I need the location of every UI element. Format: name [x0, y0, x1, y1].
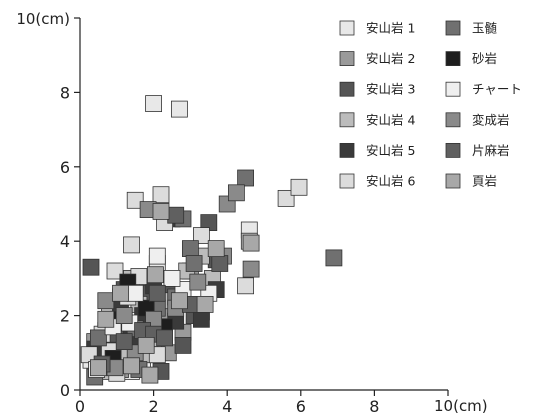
legend-swatch — [445, 142, 461, 158]
data-point — [277, 189, 295, 207]
data-point — [123, 236, 140, 254]
x-tick-label: 8 — [369, 397, 379, 416]
data-point — [146, 266, 164, 284]
data-point — [115, 307, 133, 325]
legend-label: 玉髄 — [472, 21, 498, 36]
legend-item: 安山岩 3 — [339, 81, 415, 97]
y-tick-label: 8 — [60, 83, 70, 102]
legend-item: 安山岩 6 — [339, 173, 415, 189]
y-tick-label: 6 — [60, 158, 70, 177]
data-point — [145, 95, 163, 112]
legend-item: 安山岩 2 — [339, 51, 415, 66]
data-point — [90, 359, 107, 377]
legend-label: チャート — [472, 82, 522, 97]
legend-item: 玉髄 — [445, 20, 498, 36]
data-point — [237, 169, 255, 187]
legend-swatch — [339, 20, 355, 36]
legend-item: 安山岩 5 — [339, 142, 415, 158]
x-tick-label: 4 — [222, 397, 232, 416]
data-point — [181, 240, 199, 258]
data-point — [90, 329, 107, 347]
data-point — [126, 284, 144, 302]
legend-item: 変成岩 — [445, 112, 510, 128]
legend-label: 安山岩 1 — [366, 21, 415, 36]
data-point — [106, 262, 124, 280]
legend-swatch — [339, 112, 355, 128]
legend-swatch — [339, 173, 355, 189]
y-unit-label: 10(cm) — [16, 10, 70, 28]
x-tick-label: 0 — [75, 397, 85, 416]
legend-swatch — [339, 81, 355, 97]
data-point — [237, 277, 255, 295]
legend-swatch — [339, 51, 355, 66]
data-point — [242, 234, 260, 252]
legend-swatch — [445, 20, 461, 36]
legend-label: 頁岩 — [472, 174, 497, 189]
legend-swatch — [445, 112, 461, 128]
x-unit-label: 10(cm) — [434, 397, 488, 415]
legend-label: 片麻岩 — [472, 143, 510, 158]
data-point — [174, 336, 192, 354]
data-point — [126, 191, 144, 209]
legend-item: 安山岩 4 — [339, 112, 415, 128]
data-point — [196, 295, 214, 313]
data-point — [163, 269, 181, 287]
data-point — [325, 249, 343, 267]
y-tick-label: 2 — [60, 307, 70, 326]
x-tick-label: 2 — [149, 397, 159, 416]
legend-item: 安山岩 1 — [339, 20, 415, 36]
data-point — [148, 284, 166, 302]
legend-item: チャート — [445, 81, 522, 97]
data-point — [192, 227, 210, 245]
data-point — [115, 333, 133, 351]
data-point — [167, 206, 185, 224]
data-point — [97, 310, 115, 328]
legend-swatch — [445, 173, 461, 189]
x-tick-label: 6 — [296, 397, 306, 416]
legend-item: 片麻岩 — [445, 142, 510, 158]
series-12 — [90, 202, 260, 384]
data-point — [152, 186, 170, 204]
legend-swatch — [339, 142, 355, 158]
data-point — [211, 255, 229, 272]
data-point — [185, 255, 203, 272]
y-tick-label: 4 — [60, 232, 70, 251]
axes: 0 2 4 6 8 10(cm) 0 2 4 6 8 10(cm) — [16, 10, 487, 416]
data-point — [152, 202, 170, 220]
legend-label: 安山岩 4 — [366, 112, 415, 127]
legend-item: 砂岩 — [445, 51, 497, 66]
data-point — [242, 260, 260, 278]
data-point — [290, 178, 308, 196]
legend-label: 安山岩 2 — [366, 51, 415, 66]
data-point — [148, 247, 166, 265]
points-layer — [80, 95, 343, 386]
legend-label: 安山岩 3 — [366, 82, 415, 97]
data-point — [123, 357, 140, 375]
data-point — [170, 100, 188, 118]
data-point — [170, 292, 188, 310]
data-point — [112, 284, 129, 302]
y-tick-label: 0 — [60, 381, 70, 400]
legend-label: 安山岩 5 — [366, 143, 415, 158]
data-point — [192, 310, 210, 328]
data-point — [137, 336, 155, 354]
legend-item: 頁岩 — [445, 173, 497, 189]
legend-label: 安山岩 6 — [366, 174, 415, 189]
data-point — [141, 366, 159, 384]
legend: 安山岩 1 安山岩 2 安山岩 3 安山岩 4 安山岩 5 安山岩 6 玉髄砂岩チャート変成… — [339, 20, 522, 189]
legend-swatch — [445, 81, 461, 97]
data-point — [156, 329, 174, 347]
data-point — [207, 240, 225, 258]
legend-label: 砂岩 — [472, 51, 497, 66]
data-point — [227, 184, 245, 202]
data-point — [97, 292, 115, 310]
legend-swatch — [445, 51, 461, 66]
legend-label: 変成岩 — [472, 112, 510, 127]
data-point — [82, 258, 100, 276]
data-point — [189, 273, 207, 291]
